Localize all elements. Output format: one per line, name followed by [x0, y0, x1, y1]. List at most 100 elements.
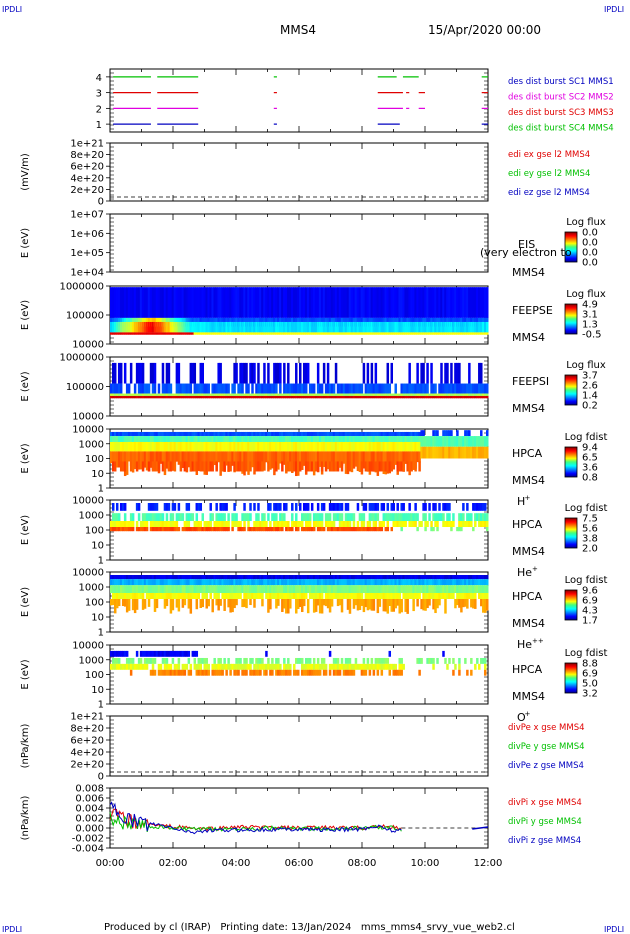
spectrogram-cell	[213, 393, 216, 396]
spectrogram-cell	[352, 321, 356, 333]
spectrogram-cell	[464, 599, 467, 607]
spectrogram-cell	[119, 579, 123, 586]
spectrogram-cell	[183, 436, 187, 442]
spectrogram-cell	[338, 579, 342, 586]
spectrogram-cell	[277, 663, 280, 670]
spectrogram-cell	[265, 431, 268, 437]
spectrogram-cell	[205, 593, 208, 599]
spectrogram-cell	[269, 431, 272, 437]
spectrogram-cell	[163, 599, 167, 609]
spectrogram-cell	[227, 461, 230, 472]
spectrogram-cell	[394, 521, 397, 527]
spectrogram-cell	[247, 431, 250, 437]
spectrogram-cell	[422, 362, 425, 384]
spectrogram-cell	[165, 579, 169, 586]
spectrogram-cell	[440, 436, 443, 447]
spectrogram-cell	[113, 332, 117, 335]
spectrogram-cell	[283, 287, 286, 318]
spectrogram-cell	[388, 585, 392, 593]
spectrogram-cell	[452, 593, 455, 599]
spectrogram-cell	[380, 503, 384, 511]
spectrogram-cell	[259, 585, 262, 593]
spectrogram-cell	[259, 521, 262, 527]
spectrogram-cell	[418, 436, 421, 442]
spectrogram-cell	[412, 585, 415, 593]
spectrogram-cell	[416, 527, 419, 532]
spectrogram-cell	[342, 669, 346, 676]
spectrogram-cell	[316, 287, 320, 318]
spectrogram-cell	[143, 321, 147, 333]
spectrogram-cell	[478, 585, 481, 593]
spectrogram-cell	[346, 393, 350, 396]
spectrogram-cell	[354, 393, 358, 396]
spectrogram-cell	[253, 395, 256, 399]
spectrogram-cell	[334, 593, 338, 599]
spectrogram-cell	[352, 383, 356, 394]
spectrogram-cell	[163, 657, 167, 664]
spectrogram-cell	[354, 431, 358, 437]
spectrogram-cell	[406, 383, 409, 394]
spectrogram-cell	[110, 451, 113, 464]
spectrogram-cell	[241, 513, 244, 521]
spectrogram-cell	[149, 441, 153, 452]
spectrogram-cell	[316, 441, 320, 452]
spectrogram-cell	[197, 575, 201, 580]
spectrogram-cell	[275, 441, 278, 452]
spectrogram-cell	[372, 287, 376, 318]
spectrogram-cell	[285, 575, 288, 580]
spectrogram-cell	[239, 451, 242, 469]
spectrogram-cell	[233, 593, 236, 599]
spectrogram-cell	[324, 436, 328, 442]
spectrogram-cell	[452, 446, 455, 459]
spectrogram-cell	[456, 527, 459, 532]
spectrogram-cell	[322, 287, 326, 318]
spectrogram-cell	[169, 393, 173, 396]
spectrogram-cell	[227, 383, 230, 394]
spectrogram-cell	[366, 527, 370, 532]
spectrogram-cell	[484, 669, 487, 676]
spectrogram-cell	[338, 585, 342, 593]
spectrogram-cell	[145, 451, 149, 471]
spectrogram-cell	[398, 657, 401, 664]
spectrogram-cell	[374, 321, 378, 333]
series-line	[109, 812, 402, 833]
spectrogram-cell	[334, 451, 338, 463]
spectrogram-cell	[267, 461, 270, 472]
spectrogram-cell	[400, 575, 403, 580]
spectrogram-cell	[257, 441, 260, 452]
spectrogram-cell	[312, 332, 316, 335]
spectrogram-cell	[430, 383, 433, 394]
spectrogram-cell	[440, 579, 443, 586]
spectrogram-cell	[444, 436, 447, 447]
spectrogram-cell	[364, 599, 368, 608]
spectrogram-cell	[111, 657, 115, 664]
spectrogram-cell	[444, 383, 447, 394]
spectrogram-cell	[300, 527, 304, 532]
spectrogram-cell	[362, 503, 366, 511]
spectrogram-cell	[414, 431, 417, 437]
spectrogram-cell	[227, 593, 230, 599]
spectrogram-cell	[338, 599, 342, 606]
spectrogram-cell	[402, 441, 405, 452]
spectrogram-cell	[129, 513, 133, 521]
spectrogram-cell	[310, 669, 314, 676]
y-tick-label: 100	[85, 526, 104, 537]
spectrogram-cell	[410, 393, 413, 396]
spectrogram-cell	[259, 395, 262, 399]
spectrogram-cell	[115, 383, 119, 394]
spectrogram-cell	[354, 395, 358, 399]
spectrogram-cell	[352, 579, 356, 586]
instrument-label: EIS	[518, 238, 535, 251]
spectrogram-cell	[239, 362, 242, 384]
spectrogram-cell	[394, 393, 397, 396]
spectrogram-cell	[300, 599, 304, 613]
spectrogram-cell	[380, 461, 384, 472]
spectrogram-cell	[129, 579, 133, 586]
spectrogram-cell	[159, 332, 163, 335]
spectrogram-cell	[354, 436, 358, 442]
spectrogram-cell	[466, 321, 469, 333]
spectrogram-cell	[326, 451, 330, 470]
spectrogram-cell	[197, 431, 201, 437]
spectrogram-cell	[344, 393, 348, 396]
spectrogram-cell	[358, 441, 362, 452]
